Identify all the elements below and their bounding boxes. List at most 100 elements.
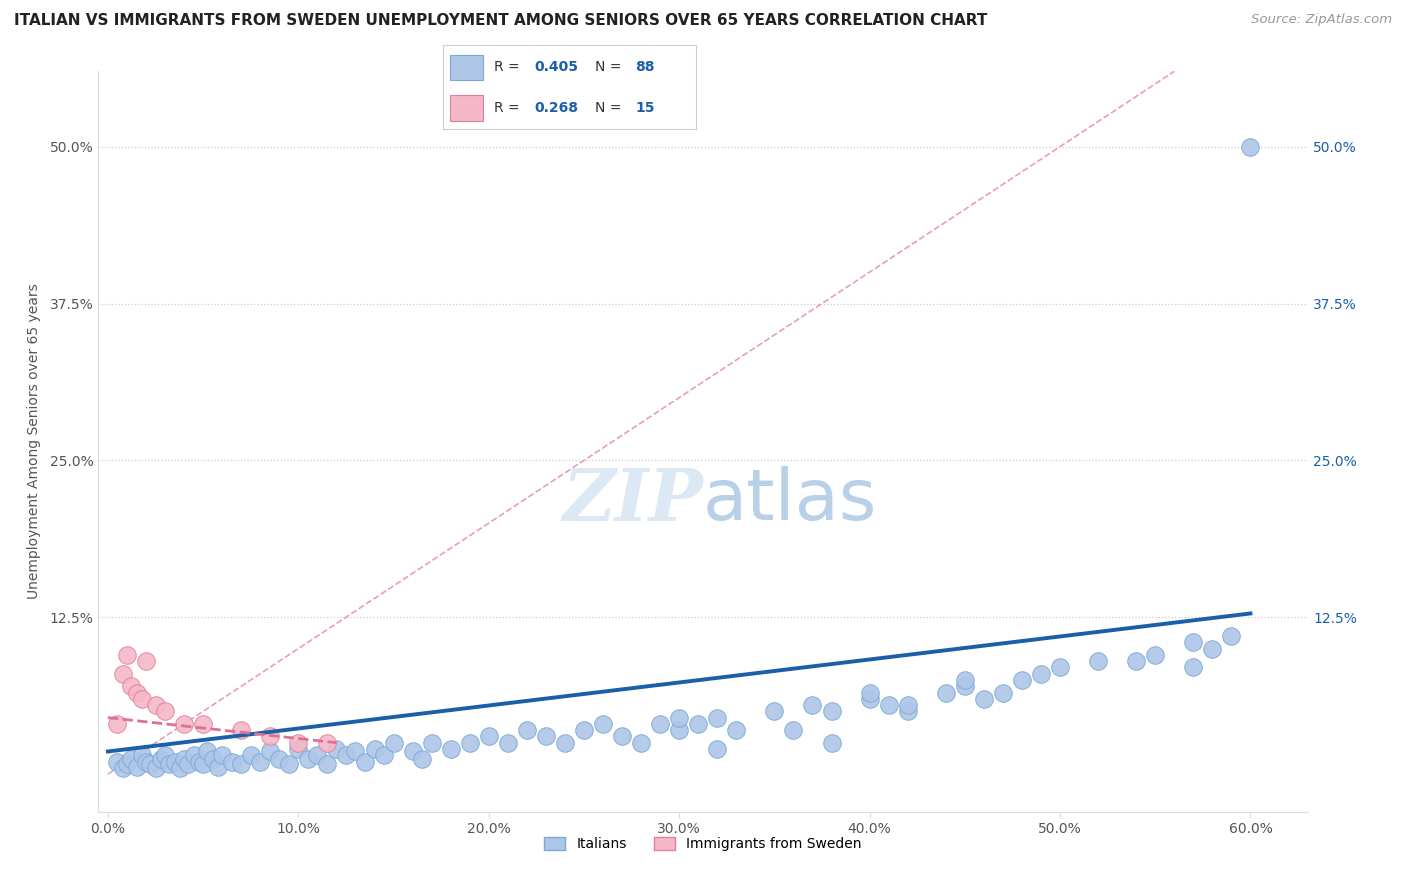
Point (650, 717, 672, 731)
Point (191, 757, 214, 772)
Point (107, 717, 129, 731)
Point (277, 757, 299, 772)
Text: ITALIAN VS IMMIGRANTS FROM SWEDEN UNEMPLOYMENT AMONG SENIORS OVER 65 YEARS CORRE: ITALIAN VS IMMIGRANTS FROM SWEDEN UNEMPL… (14, 13, 987, 29)
Point (153, 748, 176, 763)
Point (115, 757, 138, 772)
Point (112, 761, 135, 775)
Point (139, 757, 162, 772)
Point (173, 717, 195, 731)
Point (221, 755, 243, 769)
Point (131, 748, 153, 763)
Point (401, 744, 423, 758)
Point (125, 685, 148, 699)
Point (897, 704, 920, 718)
Point (153, 704, 176, 718)
Point (183, 748, 205, 763)
Point (145, 698, 167, 712)
Point (201, 752, 224, 766)
Point (316, 757, 339, 772)
Point (249, 755, 271, 769)
Point (1087, 654, 1109, 668)
Point (801, 698, 824, 712)
Point (131, 691, 153, 706)
Point (668, 723, 690, 738)
Point (231, 723, 253, 738)
Text: 0.405: 0.405 (534, 61, 578, 74)
Point (363, 742, 385, 756)
Text: N =: N = (595, 101, 626, 115)
Point (1049, 660, 1071, 674)
Point (211, 748, 233, 763)
Point (120, 752, 142, 766)
Point (107, 755, 129, 769)
Point (592, 717, 614, 731)
Point (173, 752, 195, 766)
Point (269, 752, 291, 766)
Point (287, 736, 309, 750)
Text: ZIP: ZIP (562, 466, 703, 536)
Text: R =: R = (494, 61, 523, 74)
Point (177, 757, 200, 772)
Point (763, 704, 786, 718)
Y-axis label: Unemployment Among Seniors over 65 years: Unemployment Among Seniors over 65 years (27, 284, 41, 599)
Bar (450, 54, 484, 80)
Point (516, 723, 538, 738)
Point (973, 691, 995, 706)
Point (572, 723, 595, 738)
Point (188, 755, 211, 769)
Point (1239, 139, 1261, 153)
Text: 88: 88 (636, 61, 655, 74)
Point (297, 752, 319, 766)
Point (725, 723, 748, 738)
Point (782, 723, 804, 738)
Point (478, 730, 501, 744)
Point (125, 759, 148, 773)
Text: 15: 15 (636, 101, 655, 115)
Point (534, 730, 557, 744)
Point (1182, 635, 1205, 649)
Point (112, 666, 135, 681)
Point (120, 679, 142, 693)
Point (1220, 629, 1243, 643)
Text: Source: ZipAtlas.com: Source: ZipAtlas.com (1251, 13, 1392, 27)
Point (207, 759, 229, 773)
Point (307, 748, 329, 763)
Point (953, 673, 976, 687)
Point (554, 736, 576, 750)
Point (231, 757, 253, 772)
Point (382, 736, 405, 750)
Point (157, 757, 180, 772)
Point (239, 748, 262, 763)
Point (668, 710, 690, 724)
Point (458, 736, 481, 750)
Point (440, 742, 463, 756)
Point (935, 685, 957, 699)
Bar (450, 95, 484, 120)
Point (688, 717, 710, 731)
Point (191, 717, 214, 731)
Point (859, 685, 882, 699)
Point (411, 752, 433, 766)
Point (1201, 641, 1223, 656)
Point (897, 698, 920, 712)
Point (1011, 673, 1033, 687)
Point (877, 698, 900, 712)
Point (953, 679, 976, 693)
Point (195, 744, 218, 758)
Point (820, 704, 842, 718)
Point (1029, 666, 1052, 681)
Text: R =: R = (494, 101, 523, 115)
Point (344, 744, 367, 758)
Point (335, 748, 357, 763)
Point (169, 761, 191, 775)
Point (316, 736, 339, 750)
Text: 0.268: 0.268 (534, 101, 578, 115)
Point (287, 742, 309, 756)
Point (991, 685, 1014, 699)
Point (859, 691, 882, 706)
Point (630, 736, 652, 750)
Point (259, 730, 281, 744)
Point (420, 736, 443, 750)
Point (135, 654, 157, 668)
Point (1182, 660, 1205, 674)
